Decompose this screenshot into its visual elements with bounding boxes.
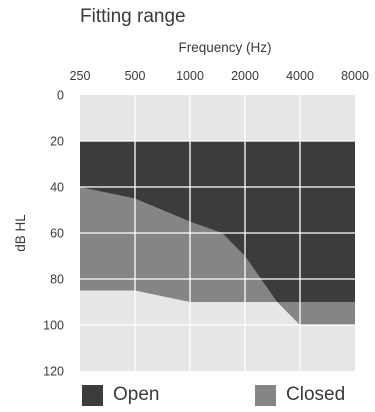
y-axis-label: dB HL (13, 214, 28, 252)
legend-item-open: Open (82, 384, 159, 406)
x-tick-label: 1000 (176, 69, 204, 83)
y-tick-label: 20 (50, 135, 64, 149)
x-tick-label: 4000 (286, 69, 314, 83)
area-layer (80, 141, 355, 325)
y-tick-label: 120 (43, 365, 64, 379)
legend-label-closed: Closed (286, 384, 346, 405)
area-open (80, 141, 355, 302)
x-tick-label: 2000 (231, 69, 259, 83)
y-tick-label: 0 (57, 89, 64, 103)
y-tick-label: 60 (50, 227, 64, 241)
y-tick-labels: 0 20 40 60 80 100 120 (43, 89, 64, 379)
x-tick-label: 8000 (341, 69, 369, 83)
legend-label-open: Open (113, 384, 160, 405)
chart-title: Fitting range (80, 6, 186, 27)
y-tick-label: 40 (50, 181, 64, 195)
legend-swatch-open (82, 384, 103, 406)
x-tick-label: 500 (125, 69, 146, 83)
legend-swatch-closed (255, 384, 276, 406)
x-axis-label: Frequency (Hz) (178, 40, 271, 55)
y-tick-label: 100 (43, 319, 64, 333)
x-tick-label: 250 (70, 69, 91, 83)
y-tick-label: 80 (50, 273, 64, 287)
area-closed (80, 187, 355, 325)
x-tick-labels: 250 500 1000 2000 4000 8000 (70, 69, 369, 83)
grid-layer (80, 95, 355, 371)
legend-item-closed: Closed (255, 384, 345, 406)
